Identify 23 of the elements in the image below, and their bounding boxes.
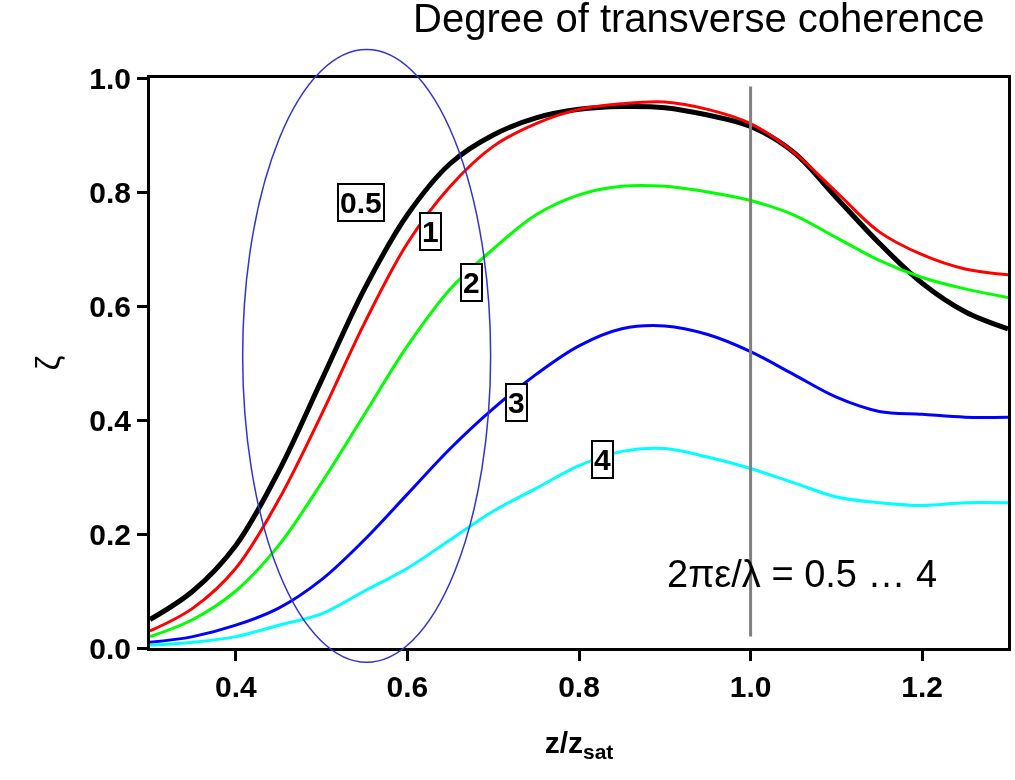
x-tick-label: 0.6	[386, 670, 429, 703]
y-tick-label: 0.0	[89, 631, 131, 665]
chart-title: Degree of transverse coherence	[413, 0, 985, 40]
y-tick-label: 0.8	[89, 175, 131, 209]
series-label: 0.5	[340, 186, 382, 219]
annotation: 2πε/λ = 0.5 … 4	[667, 553, 938, 595]
x-tick-label: 1.2	[901, 670, 944, 703]
series-label: 2	[463, 266, 480, 299]
line-series	[150, 324, 1008, 644]
x-tick-label: 0.4	[214, 670, 257, 703]
line-series	[150, 446, 1008, 647]
y-tick-label: 0.6	[89, 289, 131, 323]
y-axis-title: ζ	[27, 355, 66, 371]
series-label: 4	[594, 443, 611, 476]
y-tick-label: 1.0	[89, 61, 131, 95]
x-tick-label: 1.0	[729, 670, 772, 703]
series-label: 3	[508, 386, 525, 419]
series-label: 1	[422, 215, 439, 248]
x-tick-label: 0.8	[558, 670, 600, 703]
y-tick-label: 0.2	[89, 517, 131, 551]
x-axis-title: z/z$_{sat}$	[544, 725, 614, 763]
y-tick-label: 0.4	[89, 403, 132, 437]
line-series	[150, 183, 1008, 639]
